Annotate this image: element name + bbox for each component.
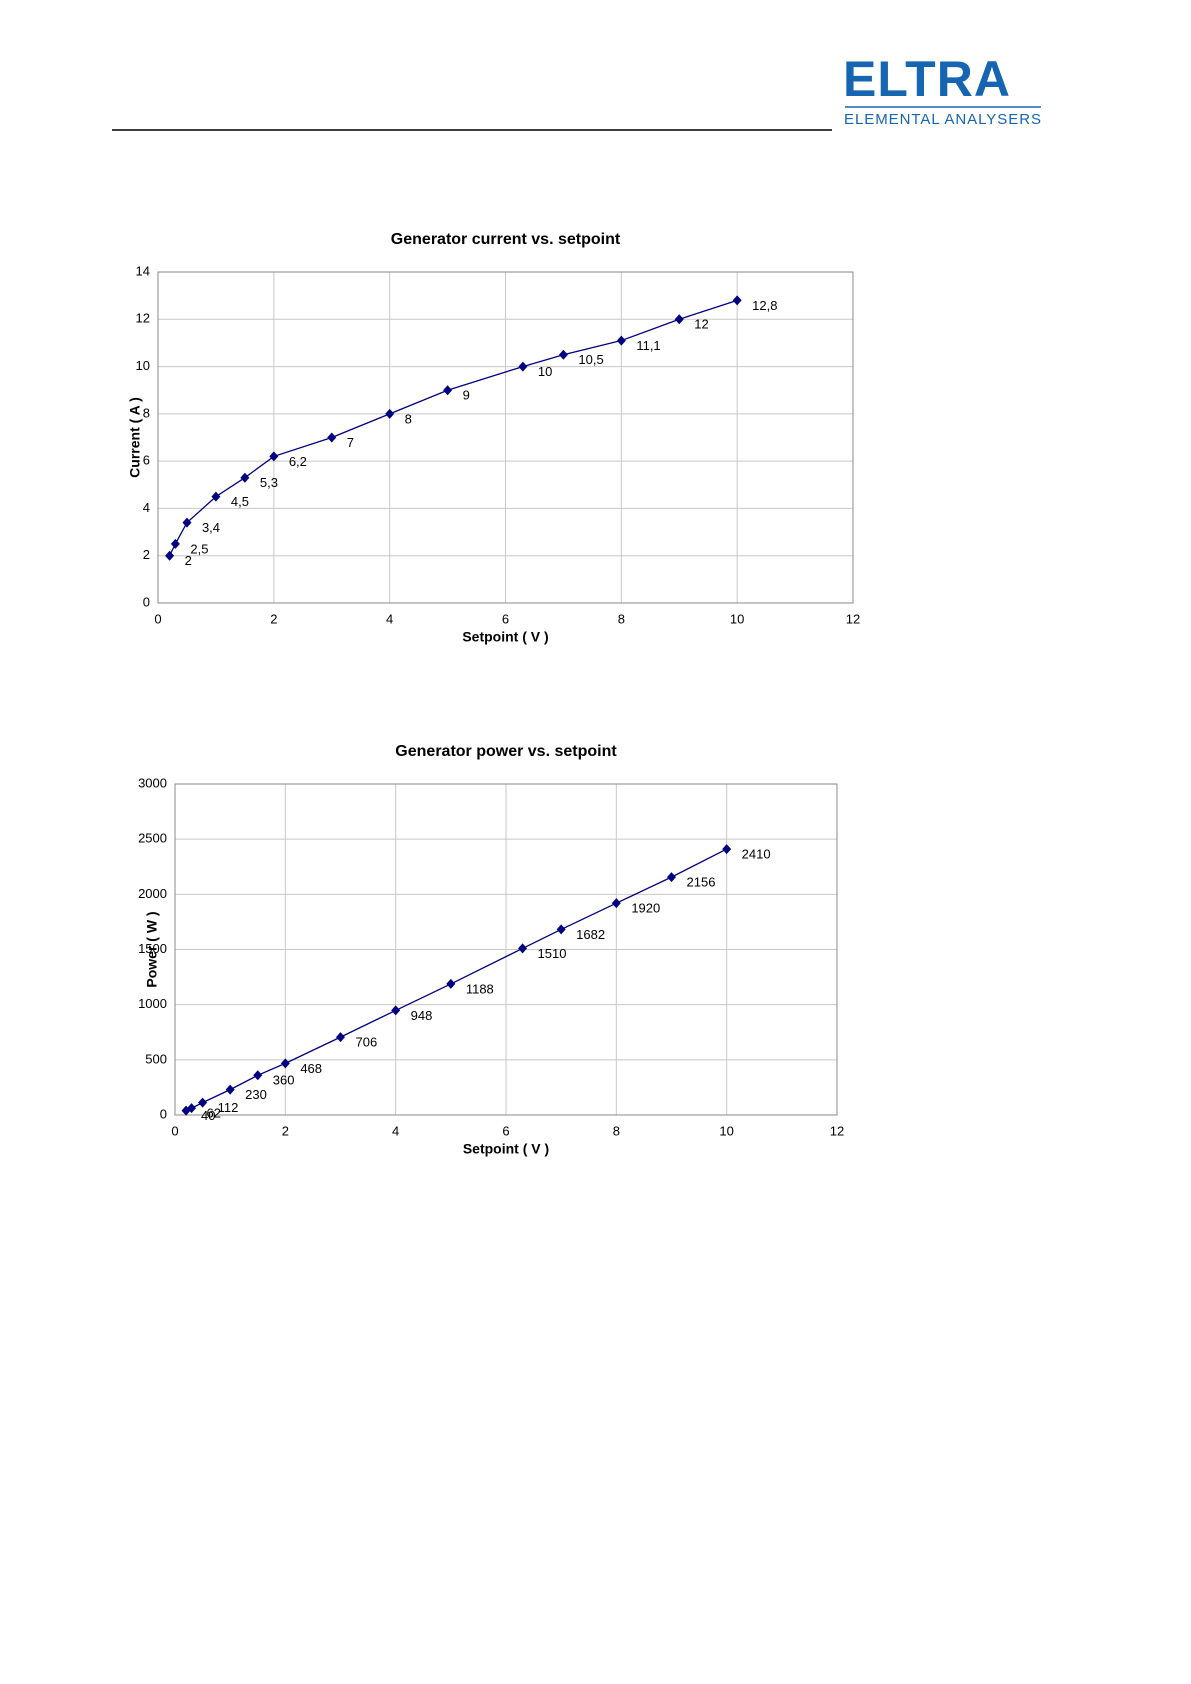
- data-line: [168, 299, 738, 556]
- data-label: 112: [218, 1100, 239, 1115]
- y-tick-label: 1000: [138, 996, 167, 1011]
- y-tick-label: 3000: [138, 775, 167, 790]
- y-tick-label: 8: [143, 405, 150, 420]
- y-tick-label: 2500: [138, 831, 167, 846]
- data-label: 10,5: [578, 352, 603, 367]
- data-point: [198, 1097, 208, 1108]
- y-tick-label: 10: [136, 358, 150, 373]
- data-point: [170, 538, 180, 549]
- x-tick-label: 6: [502, 1123, 509, 1138]
- y-axis-label: Current ( A ): [127, 397, 143, 478]
- y-tick-label: 14: [136, 263, 150, 278]
- data-label: 12,8: [752, 298, 777, 313]
- x-tick-label: 8: [613, 1123, 620, 1138]
- data-point: [558, 349, 568, 360]
- data-label: 2410: [742, 847, 771, 862]
- x-tick-label: 6: [502, 611, 509, 626]
- logo: ELTRA: [843, 51, 1011, 107]
- data-label: 468: [300, 1061, 322, 1076]
- y-tick-label: 0: [160, 1106, 167, 1121]
- data-label: 1682: [576, 927, 605, 942]
- chart-title: Generator current vs. setpoint: [391, 231, 621, 248]
- data-label: 2156: [687, 875, 716, 890]
- data-label: 360: [273, 1073, 295, 1088]
- x-tick-label: 2: [282, 1123, 289, 1138]
- x-tick-label: 10: [730, 611, 744, 626]
- data-line: [185, 848, 727, 1112]
- y-tick-label: 4: [143, 500, 150, 515]
- x-tick-label: 12: [830, 1123, 844, 1138]
- y-tick-label: 2000: [138, 886, 167, 901]
- data-point: [446, 978, 456, 989]
- y-tick-label: 6: [143, 453, 150, 468]
- data-label: 706: [356, 1035, 378, 1050]
- data-point: [327, 432, 337, 443]
- data-point: [391, 1005, 401, 1016]
- tagline: ELEMENTAL ANALYSERS: [844, 111, 1041, 128]
- data-label: 1188: [466, 981, 494, 996]
- data-point: [336, 1032, 345, 1043]
- data-point: [182, 517, 192, 528]
- y-tick-label: 12: [136, 311, 150, 326]
- x-axis-label: Setpoint ( V ): [463, 1141, 549, 1157]
- data-point: [732, 295, 742, 306]
- data-label: 11,1: [636, 338, 660, 353]
- y-tick-label: 1500: [138, 941, 167, 956]
- x-tick-label: 2: [270, 611, 277, 626]
- data-point: [385, 408, 395, 419]
- x-tick-label: 12: [846, 611, 860, 626]
- data-label: 3,4: [202, 520, 220, 535]
- y-tick-label: 500: [145, 1051, 167, 1066]
- data-point: [443, 385, 453, 396]
- y-axis-label: Power ( W ): [144, 911, 160, 987]
- plot-border: [157, 271, 854, 604]
- data-label: 2,5: [190, 541, 208, 556]
- data-label: 62: [207, 1106, 221, 1121]
- data-point: [616, 335, 626, 346]
- data-point: [253, 1070, 263, 1081]
- data-point: [667, 872, 676, 883]
- data-label: 10: [538, 364, 552, 379]
- data-label: 7: [347, 435, 354, 450]
- data-point: [611, 898, 621, 909]
- data-label: 2: [185, 553, 192, 568]
- data-label: 6,2: [289, 454, 307, 469]
- data-label: 8: [405, 411, 412, 426]
- data-label: 12: [694, 317, 708, 332]
- plot-border: [174, 783, 838, 1116]
- data-point: [518, 943, 528, 954]
- data-point: [225, 1084, 235, 1095]
- data-point: [269, 451, 279, 462]
- data-label: 948: [411, 1008, 433, 1023]
- data-label: 9: [463, 388, 470, 403]
- x-tick-label: 0: [171, 1123, 178, 1138]
- data-label: 5,3: [260, 475, 278, 490]
- chart-title: Generator power vs. setpoint: [395, 743, 617, 760]
- data-label: 4,5: [231, 494, 249, 509]
- data-label: 1920: [631, 901, 660, 916]
- data-point: [165, 550, 175, 561]
- data-point: [518, 361, 528, 372]
- x-tick-label: 4: [392, 1123, 399, 1138]
- data-point: [240, 472, 250, 483]
- data-point: [674, 314, 684, 325]
- x-tick-label: 0: [154, 611, 161, 626]
- y-tick-label: 0: [143, 594, 150, 609]
- data-point: [556, 924, 566, 935]
- data-point: [211, 491, 221, 502]
- data-label: 40: [201, 1108, 215, 1123]
- data-point: [187, 1103, 197, 1114]
- x-tick-label: 8: [618, 611, 625, 626]
- data-label: 1510: [538, 946, 567, 961]
- x-axis-label: Setpoint ( V ): [462, 629, 548, 645]
- x-tick-label: 4: [386, 611, 393, 626]
- data-point: [280, 1058, 290, 1069]
- x-tick-label: 10: [719, 1123, 733, 1138]
- y-tick-label: 2: [143, 547, 150, 562]
- data-label: 230: [245, 1087, 267, 1102]
- data-point: [722, 844, 732, 855]
